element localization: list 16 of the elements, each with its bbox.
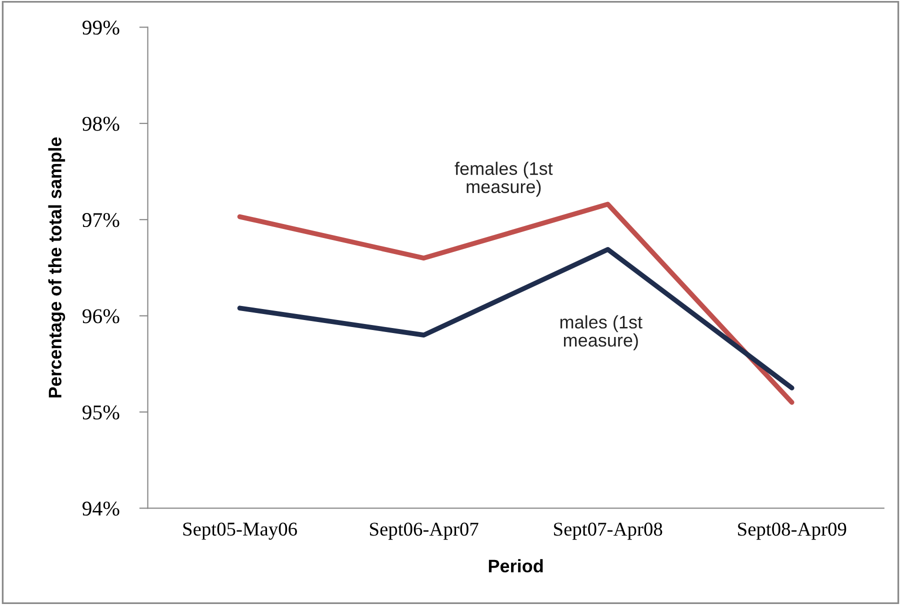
- line-series: [237, 247, 794, 390]
- y-tick-label: 94%: [82, 502, 120, 516]
- y-tick-label: 98%: [82, 116, 120, 131]
- x-tick-label: Sept07-Apr08: [554, 522, 662, 540]
- series-label: females (1st measure): [454, 162, 553, 197]
- x-tick-label: Sept06-Apr07: [370, 522, 478, 540]
- x-tick-label: Sept08-Apr09: [738, 522, 846, 540]
- y-tick-label: 95%: [82, 405, 120, 420]
- x-tick-label: Sept05-May06: [183, 522, 297, 540]
- y-tick-label: 96%: [82, 309, 120, 324]
- y-axis-title: Percentage of the total sample: [48, 137, 66, 398]
- x-axis-title: Period: [488, 559, 543, 572]
- y-tick-label: 97%: [82, 212, 120, 228]
- y-tick-label: 99%: [82, 20, 120, 35]
- line-series: [237, 202, 794, 405]
- series-label: males (1st measure): [560, 315, 642, 350]
